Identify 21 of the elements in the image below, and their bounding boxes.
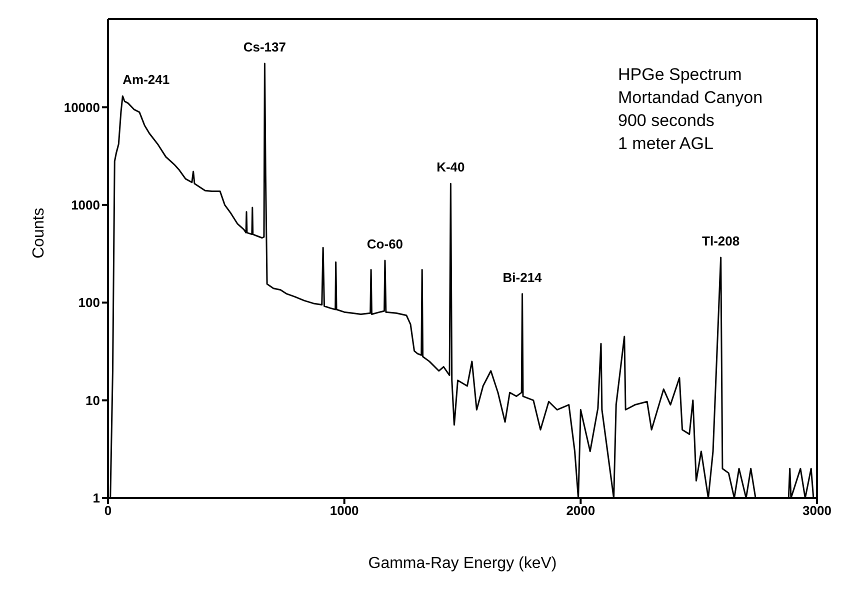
annotation: 900 seconds (618, 110, 716, 132)
y-tick-label: 100 (78, 295, 100, 310)
annotation: Mortandad Canyon (618, 87, 763, 109)
x-tick-label: 1000 (330, 503, 359, 518)
y-tick-label: 1 (92, 490, 100, 506)
annotation: Bi-214 (502, 270, 543, 285)
y-tick-label: 1000 (71, 198, 100, 213)
annotation: K-40 (436, 160, 465, 175)
x-axis-title: Gamma-Ray Energy (keV) (368, 555, 557, 572)
annotation: Tl-208 (702, 233, 740, 248)
annotation: Cs-137 (243, 40, 286, 55)
y-tick-label: 10 (86, 392, 100, 408)
annotation: Am-241 (122, 72, 170, 88)
annotation: HPGe Spectrum (618, 64, 743, 86)
x-tick-label: 2000 (566, 503, 596, 518)
y-axis-title: Counts (30, 208, 48, 258)
annotation: 1 meter AGL (618, 133, 714, 155)
annotation: Co-60 (366, 236, 404, 252)
y-tick-label: 10000 (64, 100, 100, 115)
x-tick-label: 3000 (802, 503, 832, 518)
x-tick-label: 0 (104, 503, 112, 518)
